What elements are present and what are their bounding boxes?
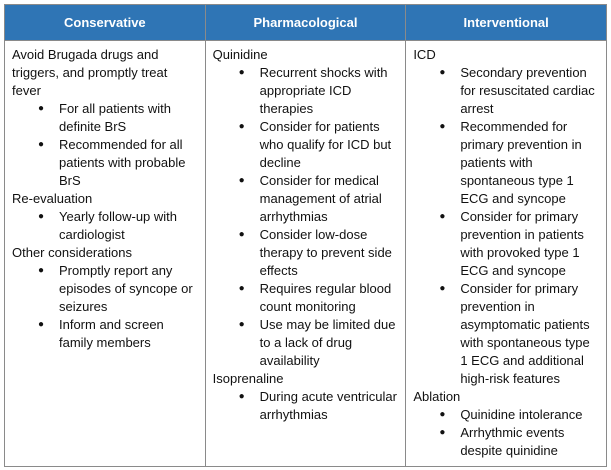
section-heading: Isoprenaline	[212, 371, 284, 386]
section-heading: Quinidine	[212, 47, 268, 62]
bullet-item: Inform and screen family members	[38, 316, 198, 352]
bullet-item: Quinidine intolerance	[439, 406, 599, 424]
bullet-list: Recurrent shocks with appropriate ICD th…	[213, 64, 399, 370]
section-heading: Ablation	[413, 389, 461, 404]
column-header: Conservative	[4, 4, 206, 41]
bullet-item: Secondary prevention for resuscitated ca…	[439, 64, 599, 118]
treatment-table: Conservative Pharmacological Interventiona…	[4, 4, 607, 467]
bullet-item: Consider for primary prevention in patie…	[439, 208, 599, 280]
section-heading: Re-evaluation	[12, 191, 93, 206]
bullet-item: Consider for patients who qualify for IC…	[239, 118, 399, 172]
bullet-list: During acute ventricular arrhythmias	[213, 388, 399, 424]
bullet-item: For all patients with definite BrS	[38, 100, 198, 136]
bullet-list: Quinidine intoleranceArrhythmic events d…	[413, 406, 599, 460]
column-header: Pharmacological	[204, 4, 407, 41]
bullet-item: Arrhythmic events despite quinidine	[439, 424, 599, 460]
bullet-item: Consider for primary prevention in asymp…	[439, 280, 599, 388]
bullet-list: For all patients with definite BrSRecomm…	[12, 100, 198, 190]
bullet-item: Recurrent shocks with appropriate ICD th…	[239, 64, 399, 118]
bullet-item: Use may be limited due to a lack of drug…	[239, 316, 399, 370]
column-cell: ICDSecondary prevention for resuscitated…	[405, 40, 607, 467]
body-row: Avoid Brugada drugs and triggers, and pr…	[4, 40, 607, 467]
bullet-item: Yearly follow-up with cardiologist	[38, 208, 198, 244]
column-cell: Quinidine Recurrent shocks with appropria…	[204, 40, 407, 467]
bullet-list: Yearly follow-up with cardiologist	[12, 208, 198, 244]
column-header: Interventional	[405, 4, 607, 41]
bullet-list: Secondary prevention for resuscitated ca…	[413, 64, 599, 388]
section-heading: ICD	[413, 47, 436, 62]
header-row: Conservative Pharmacological Interventiona…	[4, 4, 607, 41]
section-heading: Other considerations	[12, 245, 132, 260]
bullet-item: Recommended for all patients with probab…	[38, 136, 198, 190]
bullet-item: Promptly report any episodes of syncope …	[38, 262, 198, 316]
bullet-item: Recommended for primary prevention in pa…	[439, 118, 599, 208]
bullet-item: Consider low-dose therapy to prevent sid…	[239, 226, 399, 280]
bullet-item: During acute ventricular arrhythmias	[239, 388, 399, 424]
section-heading: Avoid Brugada drugs and triggers, and pr…	[12, 47, 168, 98]
bullet-item: Requires regular blood count monitoring	[239, 280, 399, 316]
bullet-list: Promptly report any episodes of syncope …	[12, 262, 198, 352]
bullet-item: Consider for medical management of atria…	[239, 172, 399, 226]
column-cell: Avoid Brugada drugs and triggers, and pr…	[4, 40, 206, 467]
